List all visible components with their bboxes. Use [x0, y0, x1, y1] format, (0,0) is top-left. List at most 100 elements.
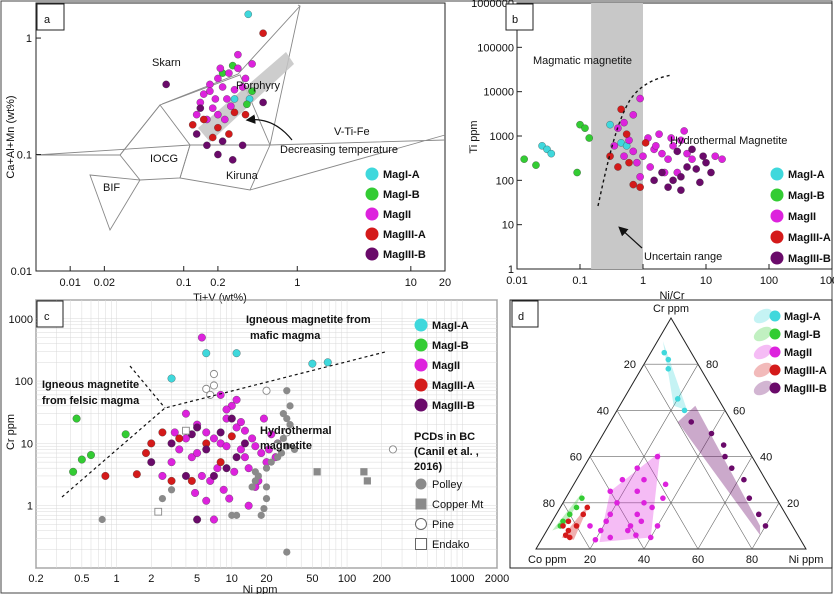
panel-c-point-MagII [210, 515, 218, 524]
panel-c-point-MagII [251, 442, 260, 451]
panel-c-point-polley [257, 511, 265, 519]
legend-label-MagII: MagII [788, 211, 816, 223]
ternary-point-MagII [654, 453, 661, 460]
legend-label-MagIII-B: MagIII-B [383, 249, 426, 261]
panel-c-point-MagIII-B [227, 414, 236, 423]
uncertain-range-arrow [618, 226, 643, 249]
panel-c-point-polley [251, 468, 259, 476]
ternary-axis-co: Co ppm [528, 554, 567, 566]
legend-label-MagI-A: MagI-A [383, 169, 420, 181]
legend-marker-MagI-B [414, 338, 428, 352]
ternary-point-MagIII-A [562, 532, 569, 538]
panel-a-xtick-label: 0.02 [94, 277, 115, 289]
panel-c-point-MagIII-A [175, 434, 184, 443]
panel-b-xtick-label: 10 [700, 275, 712, 287]
panel-c-ytick-label: 100 [15, 376, 33, 388]
panel-a-point-MagI-B [248, 87, 256, 95]
panel-c-point-MagII [244, 464, 253, 473]
panel-c-point-MagIII-A [132, 470, 141, 479]
panel-a-xtick-label: 10 [405, 277, 417, 289]
ternary-point-MagII [660, 495, 666, 501]
panel-c-xtick-label: 2000 [485, 573, 509, 585]
panel-b-point-MagII [620, 152, 628, 160]
panel-b-point-MagI-A [606, 120, 614, 129]
panel-d-frame [509, 299, 833, 569]
panel-a-point-MagIII-A [199, 115, 208, 124]
panel-c-point-pine [209, 381, 219, 390]
panel-a-point-MagIII-B [218, 137, 227, 146]
panel-a-ytick-label: 0.01 [11, 266, 32, 278]
panel-a-point-MagIII-B [192, 130, 201, 138]
panel-c-point-polley [279, 434, 287, 443]
panel-c-point-MagI-A [167, 374, 176, 383]
ternary-point-MagII [649, 504, 655, 511]
panel-c-point-pine [202, 384, 211, 393]
panel-b-ytick-label: 10 [502, 220, 514, 232]
panel-a-xlabel: Ti+V (wt%) [193, 292, 247, 304]
ternary-tick-left: 20 [624, 359, 636, 371]
panel-a-point-MagI-B [243, 100, 251, 109]
ternary-tick-right: 20 [787, 498, 799, 510]
panel-a-point-MagIII-B [203, 141, 211, 150]
legend-label-MagIII-A: MagIII-A [784, 365, 827, 377]
pcd-legend-marker-Copper Mt [415, 498, 427, 510]
panel-a-xtick-label: 0.01 [59, 277, 80, 289]
pcd-legend-label-Endako: Endako [432, 539, 469, 551]
panel-b-point-MagII [664, 155, 672, 163]
legend-marker-MagII [365, 207, 379, 221]
panel-a-point-MagI-A [230, 95, 239, 103]
panel-a-point-MagIII-B [214, 150, 222, 159]
panel-c-point-polley [167, 486, 176, 494]
panel-c-point-MagII [259, 414, 268, 423]
panel-b-point-MagII [658, 149, 666, 158]
panel-c-point-MagII [158, 472, 167, 480]
panel-c-point-MagI-A [202, 349, 211, 358]
panel-c-point-MagII [191, 489, 200, 497]
legend-marker-MagIII-B [365, 247, 379, 261]
legend-marker-MagI-A [365, 167, 379, 181]
legend-label-MagIII-B: MagIII-B [788, 253, 831, 265]
panel-c-point-polley [158, 494, 167, 503]
panel-c-point-MagIII-A [158, 428, 167, 437]
panel-b-label-box [505, 3, 534, 31]
annotation-mafic-line1: Igneous magnetite from [246, 314, 371, 326]
ternary-point-MagII [614, 500, 620, 506]
ternary-frame [535, 317, 807, 550]
panel-b-point-MagIII-A [629, 180, 637, 189]
ternary-tick-bottom: 80 [746, 554, 758, 566]
panel-c-point-pine [209, 369, 219, 379]
panel-b-point-MagI-B [581, 124, 589, 132]
panel-c-point-endako [182, 426, 190, 435]
legend-marker-MagIII-B [414, 398, 428, 412]
ternary-field-MagII [599, 451, 661, 543]
panel-a-point-MagII [199, 90, 208, 98]
ternary-axis-cr: Cr ppm [653, 303, 689, 315]
panel-c-point-MagI-B [69, 467, 78, 476]
panel-a-label-box [36, 3, 65, 31]
ternary-point-MagII [603, 518, 609, 525]
legend-swatch-MagI-A [753, 308, 773, 324]
panel-c-point-polley [260, 504, 268, 513]
annotation-magmatic-magnetite: Magmatic magnetite [533, 55, 632, 67]
ternary-field-MagI-B [552, 491, 584, 531]
panel-c-point-copper-mt [313, 468, 321, 476]
panel-a-xtick-label: 20 [439, 277, 451, 289]
pcd-legend-title: PCDs in BC [414, 431, 475, 443]
annotation-felsic-line2: from felsic magma [42, 395, 140, 407]
panel-b-ytick-label: 1000000 [471, 0, 514, 10]
skarn-field [161, 4, 301, 105]
bif-field [89, 174, 141, 232]
panel-c-point-MagIII-B [202, 445, 211, 454]
ternary-point-MagII [647, 534, 654, 541]
legend-marker-MagI-B [770, 188, 784, 202]
panel-c-point-MagII [210, 434, 218, 443]
panel-c-point-polley [262, 494, 271, 503]
panel-b-point-MagIII-A [617, 105, 625, 114]
panel-c-xtick-label: 0.5 [74, 573, 89, 585]
panel-b-point-MagIII-B [707, 168, 715, 177]
panel-d-label-box [511, 300, 539, 328]
panel-c-point-MagIII-A [167, 476, 176, 485]
panel-c-xtick-label: 5 [194, 573, 200, 585]
panel-a-legend: MagI-A MagI-B MagII MagIII-A MagIII-B [365, 167, 426, 261]
legend-marker-MagIII-B [769, 382, 781, 394]
